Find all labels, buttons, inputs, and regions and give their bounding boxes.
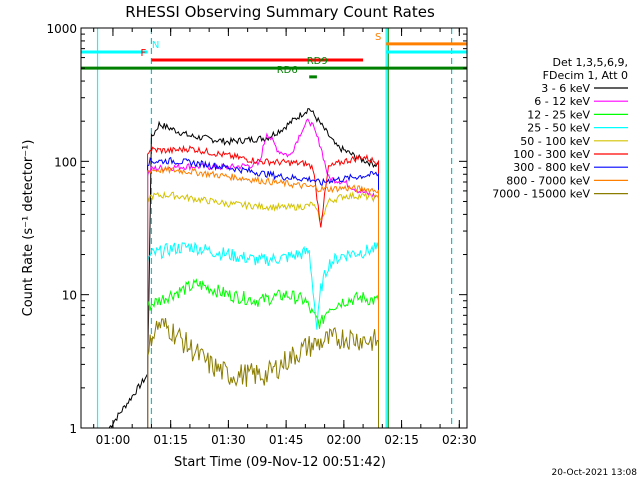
legend-header-line-2: FDecim 1, Att 0 — [543, 69, 628, 82]
legend-entry-label: 100 - 300 keV — [513, 148, 590, 161]
x-axis-label: Start Time (09-Nov-12 00:51:42) — [174, 455, 386, 470]
series-line-4 — [147, 241, 379, 428]
series-line-9 — [147, 318, 379, 428]
y-tick-label: 1000 — [46, 22, 77, 36]
series-line-8 — [147, 165, 379, 428]
y-tick-label: 10 — [62, 289, 77, 303]
series-line-6 — [147, 144, 379, 428]
legend-entry-label: 25 - 50 keV — [527, 122, 590, 135]
x-tick-label: 01:45 — [269, 433, 304, 447]
legend-header-line-1: Det 1,3,5,6,9, — [552, 56, 628, 69]
plot-area: NF S RD9 RD6 — [81, 28, 467, 429]
legend: Det 1,3,5,6,9, FDecim 1, Att 0 3 - 6 keV… — [492, 56, 628, 201]
legend-entry-label: 12 - 25 keV — [527, 108, 590, 121]
status-bar-label-rd6: RD6 — [277, 65, 298, 76]
x-tick-label: 01:00 — [96, 433, 131, 447]
legend-entry-label: 3 - 6 keV — [541, 82, 590, 95]
chart-title: RHESSI Observing Summary Count Rates — [125, 3, 435, 21]
footer-date: 20-Oct-2021 13:08 — [552, 468, 638, 478]
x-tick-label: 02:15 — [384, 433, 419, 447]
axes: 01:00 01:15 01:30 01:45 02:00 02:15 02:30 1 10 10… — [46, 22, 476, 447]
legend-entry-label: 800 - 7000 keV — [506, 174, 590, 187]
status-bar-label-s: S — [375, 32, 381, 43]
series-line-3 — [147, 278, 379, 428]
x-tick-label: 01:15 — [153, 433, 188, 447]
series-line-5 — [147, 190, 379, 428]
legend-entry-label: 7000 - 15000 keV — [492, 188, 590, 201]
plot-frame — [80, 27, 468, 429]
series-line-2 — [147, 118, 379, 428]
status-bar-label-n: N — [152, 40, 159, 51]
series-line-7 — [147, 156, 379, 428]
legend-entry-label: 300 - 800 keV — [513, 161, 590, 174]
legend-entry-label: 50 - 100 keV — [520, 135, 590, 148]
legend-entry-label: 6 - 12 keV — [534, 95, 590, 108]
y-axis-label: Count Rate (s⁻¹ detector⁻¹) — [21, 140, 36, 317]
status-bar-label-f: F — [141, 48, 147, 59]
series-line-1 — [108, 108, 379, 429]
y-tick-label: 1 — [69, 422, 77, 436]
x-tick-label: 02:00 — [327, 433, 362, 447]
status-bar-label-rd9: RD9 — [307, 56, 328, 67]
x-tick-label: 01:30 — [211, 433, 246, 447]
x-tick-label: 02:30 — [442, 433, 477, 447]
y-tick-label: 100 — [54, 155, 77, 169]
